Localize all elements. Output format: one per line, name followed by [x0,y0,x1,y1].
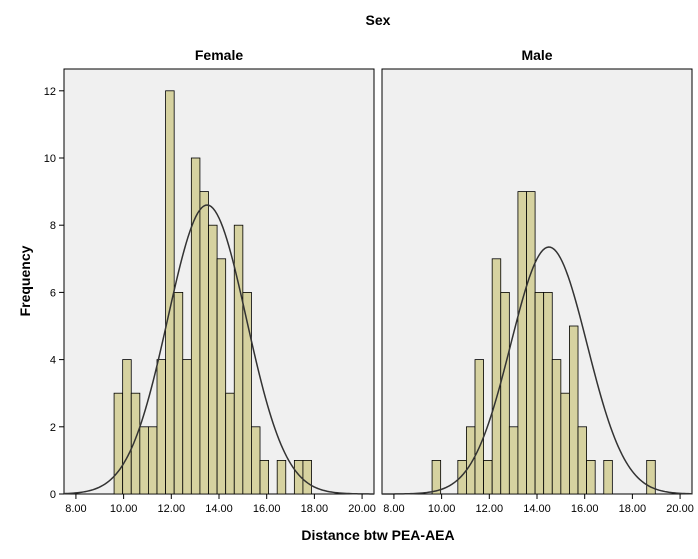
bar-male-13 [543,291,553,495]
bar-female-8 [182,359,192,495]
bar-female-13 [225,392,235,495]
bar-female-19 [276,459,287,495]
x-tick-label-male-3: 14.00 [523,503,551,515]
bar-male-20 [603,459,613,495]
x-tick-label-male-0: 8.00 [383,503,404,515]
bar-female-15 [242,291,252,495]
bar-female-22 [302,459,312,495]
x-tick-label-female-3: 14.00 [205,503,233,515]
bar-female-3 [139,426,149,495]
bar-male-10 [517,191,527,495]
bar-female-6 [165,90,175,495]
y-axis-label: Frequency [17,245,33,316]
y-tick-label-2: 4 [50,355,56,367]
x-tick-label-female-0: 8.00 [65,503,86,515]
y-tick-label-3: 6 [50,287,56,299]
bar-female-14 [233,224,244,495]
bar-female-1 [122,359,132,495]
bar-male-8 [500,291,510,495]
bar-female-9 [190,157,201,495]
panel-male: 8.00 10.00 12.00 14.00 16.00 18.00 20.00 [381,68,694,515]
bar-male-18 [586,459,596,495]
normal-curve-male [382,246,693,495]
bar-male-16 [569,325,579,495]
x-tick-label-male-2: 12.00 [476,503,504,515]
normal-curve-female [63,204,374,495]
bar-female-16 [251,426,261,495]
x-tick-label-female-6: 20.00 [348,503,376,515]
x-tick-label-male-4: 16.00 [571,503,599,515]
x-tick-label-male-5: 18.00 [619,503,647,515]
panel-label-male: Male [521,47,552,63]
x-tick-label-female-2: 12.00 [158,503,186,515]
y-tick-label-5: 10 [44,153,56,165]
bar-male-14 [551,359,562,495]
y-tick-label-0: 0 [50,489,56,501]
x-tick-label-female-1: 10.00 [110,503,138,515]
x-tick-label-female-5: 18.00 [301,503,329,515]
bar-female-0 [113,392,124,495]
bar-female-10 [199,191,209,495]
bar-female-12 [216,258,227,495]
y-tick-label-6: 12 [44,86,56,98]
bar-female-2 [130,392,141,495]
y-axis: 0 2 4 6 8 10 12 [44,86,64,501]
x-axis-label: Distance btw PEA-AEA [301,527,454,543]
bar-male-7 [491,258,502,495]
bar-male-5 [474,359,484,495]
bar-male-25 [646,459,656,495]
bar-male-11 [526,191,536,495]
bar-male-9 [508,426,519,495]
y-tick-label-4: 8 [50,220,56,232]
panel-female: 8.00 10.00 12.00 14.00 16.00 18.00 20.00 [63,68,376,515]
bar-male-17 [577,426,587,495]
x-tick-label-female-4: 16.00 [253,503,281,515]
bar-female-4 [148,426,158,495]
panel-label-female: Female [195,47,243,63]
bar-male-12 [534,291,545,495]
bar-female-5 [156,359,166,495]
bar-male-0 [431,459,442,495]
bar-male-15 [560,392,570,495]
bar-female-7 [173,291,184,495]
bar-male-6 [483,459,493,495]
x-tick-label-male-1: 10.00 [428,503,456,515]
chart-title: Sex [366,12,391,28]
x-tick-label-male-6: 20.00 [666,503,694,515]
bar-female-17 [259,459,269,495]
y-tick-label-1: 2 [50,422,56,434]
bar-female-11 [208,224,218,495]
bar-male-3 [457,459,467,495]
bar-male-4 [466,426,476,495]
